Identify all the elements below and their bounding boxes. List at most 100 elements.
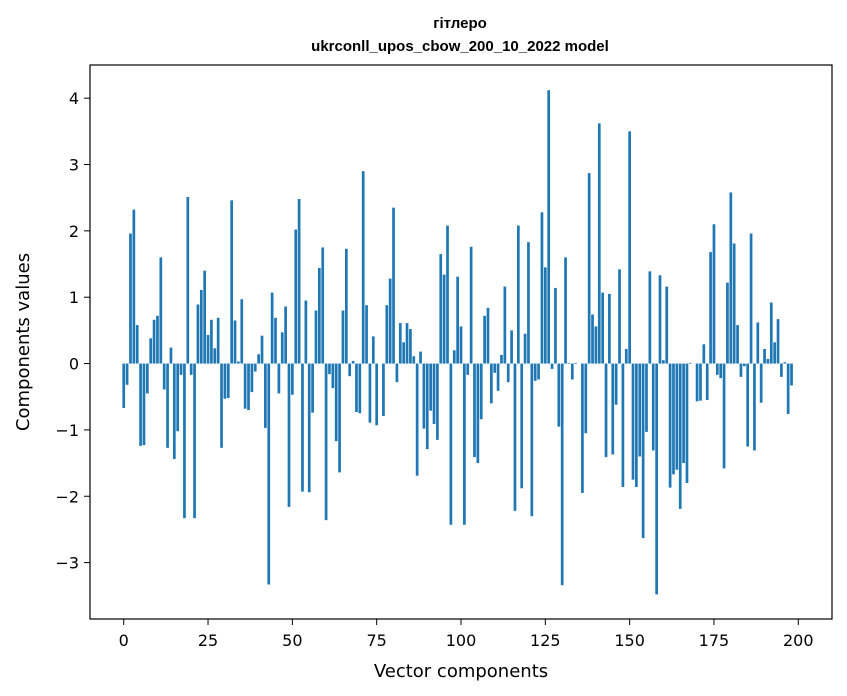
bar-163 bbox=[672, 363, 675, 475]
bar-78 bbox=[385, 305, 389, 364]
bar-50 bbox=[291, 363, 294, 395]
bar-122 bbox=[533, 363, 537, 381]
bar-49 bbox=[287, 363, 291, 507]
bar-156 bbox=[648, 271, 652, 364]
bar-109 bbox=[490, 363, 493, 404]
bar-36 bbox=[243, 363, 247, 409]
bar-33 bbox=[233, 320, 237, 364]
bar-167 bbox=[685, 363, 689, 483]
bar-142 bbox=[601, 292, 605, 364]
bar-21 bbox=[193, 363, 196, 519]
bar-24 bbox=[203, 270, 207, 364]
bar-139 bbox=[591, 314, 594, 364]
bar-170 bbox=[695, 363, 699, 402]
bar-110 bbox=[493, 363, 497, 373]
bar-181 bbox=[732, 243, 736, 364]
bar-6 bbox=[142, 363, 146, 446]
bar-52 bbox=[297, 199, 301, 364]
bar-48 bbox=[284, 306, 287, 364]
bar-173 bbox=[705, 363, 709, 401]
bar-65 bbox=[341, 310, 345, 364]
bar-62 bbox=[331, 363, 335, 389]
bar-120 bbox=[527, 242, 530, 364]
bar-190 bbox=[763, 348, 766, 364]
bar-54 bbox=[304, 300, 308, 364]
y-tick-label: 4 bbox=[69, 89, 79, 108]
y-tick-label: 0 bbox=[69, 355, 79, 374]
bar-26 bbox=[210, 319, 213, 364]
bar-198 bbox=[790, 363, 793, 386]
bar-137 bbox=[584, 363, 588, 434]
bar-116 bbox=[513, 363, 517, 511]
bar-180 bbox=[729, 192, 733, 364]
bar-95 bbox=[442, 274, 446, 364]
bar-177 bbox=[719, 363, 723, 379]
bar-186 bbox=[749, 233, 753, 364]
bar-77 bbox=[382, 363, 385, 416]
bar-96 bbox=[446, 225, 449, 364]
chart-title-line2: ukrconll_upos_cbow_200_10_2022 model bbox=[311, 38, 609, 55]
bar-138 bbox=[587, 173, 591, 364]
bar-119 bbox=[523, 333, 527, 364]
y-axis-ticks: −3 −2 −1 0 1 2 3 4 bbox=[55, 89, 90, 573]
x-tick-label: 100 bbox=[446, 631, 477, 650]
bar-174 bbox=[709, 252, 712, 364]
bar-20 bbox=[189, 363, 193, 375]
bar-37 bbox=[247, 363, 250, 410]
bar-39 bbox=[253, 363, 257, 372]
bar-121 bbox=[530, 363, 534, 517]
bar-51 bbox=[294, 229, 298, 364]
bar-178 bbox=[722, 363, 726, 469]
bar-13 bbox=[166, 363, 169, 448]
bar-46 bbox=[277, 363, 281, 394]
x-tick-label: 75 bbox=[367, 631, 387, 650]
bar-12 bbox=[162, 363, 166, 390]
bar-83 bbox=[402, 342, 406, 364]
bar-103 bbox=[469, 246, 473, 364]
bar-129 bbox=[557, 363, 561, 427]
bar-9 bbox=[152, 319, 156, 364]
y-tick-label: −1 bbox=[55, 421, 79, 440]
bar-145 bbox=[611, 363, 615, 455]
bar-17 bbox=[179, 363, 183, 375]
bar-151 bbox=[631, 363, 635, 480]
bar-158 bbox=[655, 363, 658, 595]
bar-11 bbox=[159, 257, 163, 364]
bar-53 bbox=[301, 363, 304, 492]
x-tick-label: 0 bbox=[119, 631, 129, 650]
bar-5 bbox=[139, 363, 142, 446]
bar-89 bbox=[422, 363, 426, 429]
bar-18 bbox=[183, 363, 186, 519]
bar-58 bbox=[318, 268, 321, 364]
chart-title-line1: гітлеро bbox=[433, 15, 487, 32]
bar-188 bbox=[756, 322, 760, 364]
bar-130 bbox=[560, 363, 564, 586]
bar-0 bbox=[122, 363, 126, 409]
bar-80 bbox=[392, 207, 395, 364]
bar-168 bbox=[689, 362, 692, 364]
bar-85 bbox=[409, 329, 412, 364]
bar-111 bbox=[496, 363, 500, 391]
bar-143 bbox=[604, 363, 608, 458]
bar-125 bbox=[543, 267, 547, 364]
bar-3 bbox=[132, 209, 136, 364]
bar-141 bbox=[597, 123, 601, 364]
bar-91 bbox=[429, 363, 432, 411]
bar-14 bbox=[169, 347, 173, 364]
bar-152 bbox=[635, 363, 638, 487]
bar-60 bbox=[324, 363, 328, 521]
bar-184 bbox=[742, 363, 746, 367]
bar-47 bbox=[280, 332, 284, 364]
bar-29 bbox=[220, 363, 223, 448]
bar-191 bbox=[766, 358, 770, 364]
bar-164 bbox=[675, 363, 679, 470]
bar-154 bbox=[641, 363, 645, 539]
bar-128 bbox=[554, 287, 557, 364]
bar-159 bbox=[658, 275, 662, 364]
bar-93 bbox=[436, 363, 439, 440]
bar-99 bbox=[456, 276, 459, 364]
bar-148 bbox=[621, 363, 625, 487]
bar-179 bbox=[726, 282, 729, 364]
bar-197 bbox=[786, 363, 790, 414]
bar-23 bbox=[199, 289, 203, 364]
